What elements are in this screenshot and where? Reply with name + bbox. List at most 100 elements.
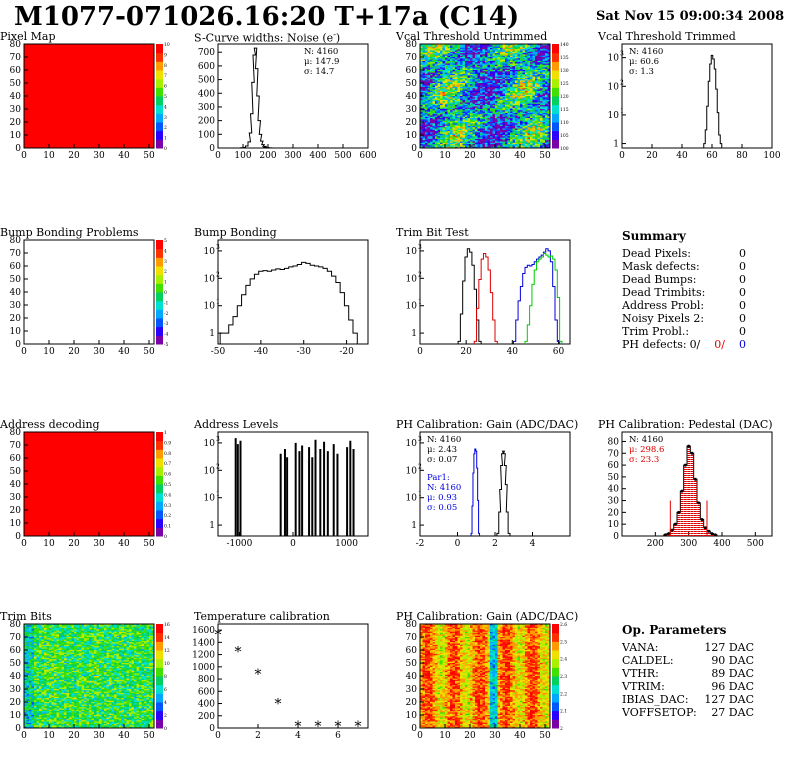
heatmap-cell	[422, 136, 426, 138]
colorbar-tick-label: -5	[164, 342, 169, 348]
heatmap-cell	[507, 105, 511, 107]
heatmap-cell	[512, 129, 516, 132]
heatmap-cell	[540, 106, 543, 109]
heatmap-cell	[542, 131, 546, 133]
heatmap-cell	[420, 45, 423, 47]
heatmap-cell	[427, 70, 431, 72]
heatmap-cell	[512, 71, 516, 73]
heatmap-cell	[445, 109, 448, 111]
heatmap-cell	[490, 129, 493, 132]
heatmap-cell	[425, 47, 428, 50]
heatmap-cell	[500, 54, 503, 57]
heatmap-cell	[435, 66, 438, 68]
heatmap-cell	[29, 685, 32, 687]
heatmap-cell	[537, 57, 541, 59]
heatmap-cell	[427, 47, 431, 50]
heatmap-cell	[515, 102, 518, 105]
series-3-line	[524, 253, 563, 344]
heatmap-cell	[26, 704, 30, 707]
heatmap-cell	[31, 653, 35, 656]
heatmap-cell	[427, 67, 431, 70]
heatmap-cell	[485, 70, 488, 72]
heatmap-cell	[505, 71, 508, 73]
heatmap-cell	[525, 63, 528, 66]
heatmap-cell	[527, 62, 531, 64]
heatmap-cell	[427, 51, 431, 54]
heatmap-cell	[525, 49, 528, 51]
heatmap-cell	[500, 46, 503, 49]
heatmap-cell	[480, 58, 483, 60]
heatmap-cell	[427, 102, 431, 105]
heatmap-cell	[467, 84, 471, 86]
heatmap-cell	[545, 50, 548, 53]
heatmap-cell	[487, 79, 491, 81]
heatmap-cell	[487, 115, 491, 118]
heatmap-cell	[527, 45, 531, 47]
heatmap-cell	[422, 71, 426, 73]
heatmap-cell	[457, 107, 461, 110]
heatmap-cell	[515, 85, 518, 88]
heatmap-cell	[472, 59, 476, 62]
heatmap-cell	[442, 75, 446, 77]
heatmap-cell	[450, 140, 453, 142]
heatmap-cell	[487, 83, 491, 85]
heatmap-cell	[465, 51, 468, 54]
heatmap-cell	[537, 137, 541, 140]
heatmap-cell	[425, 133, 428, 136]
heatmap-cell	[497, 142, 501, 145]
heatmap-cell	[485, 116, 488, 119]
heatmap-cell	[435, 93, 438, 96]
heatmap-cell	[24, 716, 27, 718]
x-tick-label: 30	[93, 151, 105, 161]
heatmap-cell	[500, 79, 503, 81]
heatmap-cell	[512, 123, 516, 125]
heatmap-cell	[530, 50, 533, 53]
heatmap-cell	[487, 88, 491, 90]
heatmap-cell	[26, 685, 30, 687]
heatmap-cell	[540, 114, 543, 116]
heatmap-cell	[537, 120, 541, 123]
heatmap-cell	[452, 142, 456, 145]
heatmap-cell	[505, 67, 508, 70]
heatmap-cell	[480, 81, 483, 84]
heatmap-cell	[512, 81, 516, 84]
heatmap-cell	[26, 702, 30, 704]
x-tick-label: 30	[489, 151, 501, 161]
heatmap-cell	[507, 51, 511, 54]
heatmap-cell	[462, 98, 466, 101]
heatmap-cell	[545, 49, 548, 51]
heatmap-cell	[425, 86, 428, 89]
heatmap-cell	[470, 111, 473, 114]
heatmap-cell	[26, 643, 30, 646]
heatmap-cell	[460, 123, 463, 125]
heatmap-cell	[480, 131, 483, 133]
heatmap-cell	[510, 60, 513, 63]
heatmap-cell	[450, 72, 453, 75]
colorbar-tick-label: 9	[164, 52, 167, 58]
heatmap-cell	[475, 71, 478, 73]
heatmap-cell	[525, 50, 528, 53]
heatmap-cell	[530, 84, 533, 86]
heatmap-cell	[525, 58, 528, 60]
heatmap-cell	[505, 63, 508, 66]
heatmap-cell	[427, 142, 431, 145]
heatmap-cell	[505, 128, 508, 131]
heatmap-cell	[515, 93, 518, 96]
heatmap-cell	[477, 110, 481, 112]
heatmap-cell	[530, 132, 533, 135]
heatmap-cell	[430, 110, 433, 112]
heatmap-cell	[26, 644, 30, 647]
heatmap-cell	[455, 111, 458, 114]
heatmap-cell	[510, 57, 513, 59]
heatmap-cell	[34, 642, 37, 644]
heatmap-cell	[450, 67, 453, 70]
heatmap-cell	[420, 129, 423, 132]
heatmap-cell	[427, 112, 431, 115]
heatmap-cell	[420, 99, 423, 102]
heatmap-cell	[427, 85, 431, 88]
heatmap-cell	[492, 67, 496, 70]
heatmap-cell	[517, 84, 521, 86]
heatmap-cell	[450, 81, 453, 84]
heatmap-cell	[472, 105, 476, 107]
heatmap-cell	[482, 54, 486, 57]
